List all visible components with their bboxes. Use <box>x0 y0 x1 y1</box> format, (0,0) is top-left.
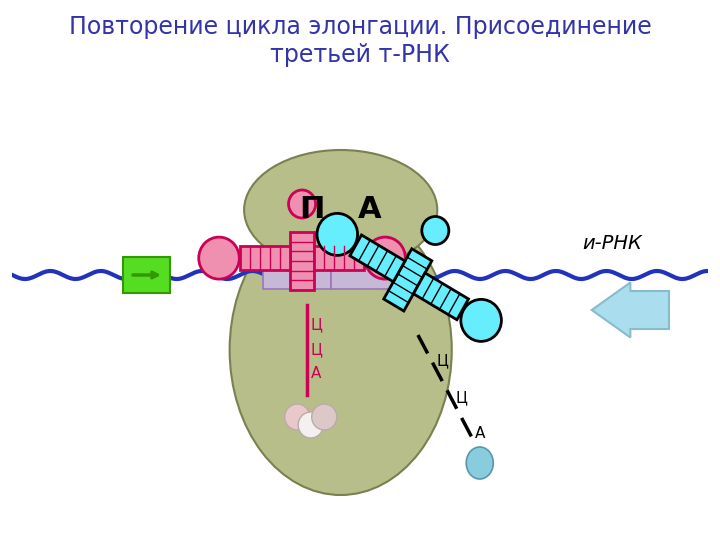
Text: Ц: Ц <box>311 342 323 357</box>
Text: А: А <box>475 427 485 442</box>
Ellipse shape <box>317 213 358 255</box>
Text: Повторение цикла элонгации. Присоединение
третьей т-РНК: Повторение цикла элонгации. Присоединени… <box>68 15 652 67</box>
Ellipse shape <box>289 190 315 218</box>
Polygon shape <box>314 246 364 270</box>
Text: А: А <box>358 195 382 225</box>
Ellipse shape <box>467 447 493 479</box>
Bar <box>331 261 399 289</box>
Polygon shape <box>384 249 432 311</box>
Text: А: А <box>311 366 321 381</box>
Ellipse shape <box>199 237 239 279</box>
Text: и-РНК: и-РНК <box>582 234 642 253</box>
Polygon shape <box>350 235 405 282</box>
FancyArrow shape <box>592 282 669 338</box>
Ellipse shape <box>244 150 437 270</box>
Polygon shape <box>290 232 314 290</box>
Ellipse shape <box>298 412 323 438</box>
Ellipse shape <box>365 237 405 279</box>
Bar <box>123 257 170 293</box>
Text: Ц: Ц <box>436 353 448 368</box>
Ellipse shape <box>284 404 310 430</box>
Ellipse shape <box>312 404 337 430</box>
Polygon shape <box>240 246 290 270</box>
Ellipse shape <box>422 217 449 245</box>
Polygon shape <box>413 273 469 320</box>
Text: Ц: Ц <box>456 390 467 405</box>
Text: Ц: Ц <box>311 318 323 333</box>
Ellipse shape <box>230 205 451 495</box>
Ellipse shape <box>461 299 501 341</box>
Text: П: П <box>299 195 325 225</box>
Bar <box>264 261 331 289</box>
